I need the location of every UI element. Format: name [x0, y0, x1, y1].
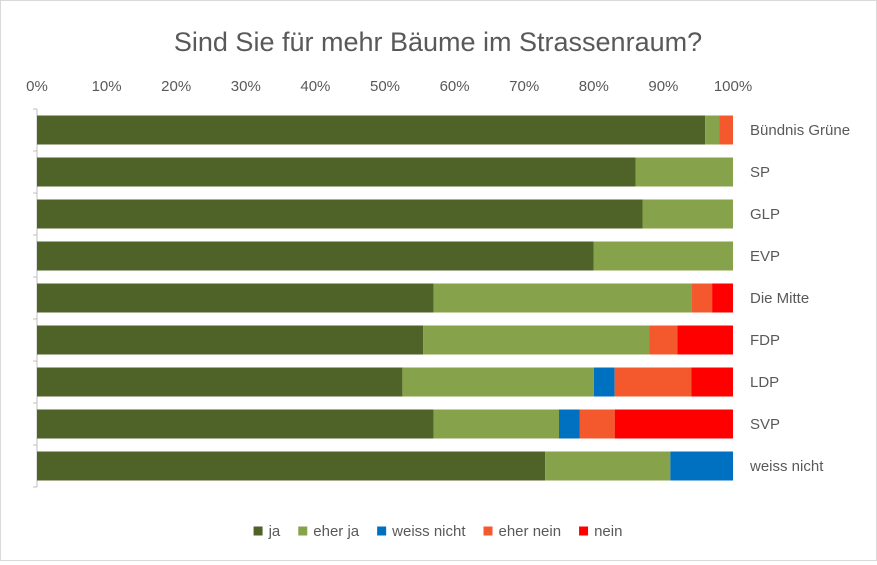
legend-swatch	[377, 526, 387, 536]
bar-segment	[433, 283, 692, 313]
legend: ja eher ja weiss nicht eher nein nein	[253, 523, 622, 540]
bar-segment	[545, 451, 671, 481]
legend-label: eher nein	[499, 523, 562, 540]
category-label: LDP	[750, 374, 779, 391]
x-tick-label: 80%	[579, 78, 609, 95]
bar-segment	[719, 115, 733, 145]
category-label: SVP	[750, 416, 780, 433]
x-tick-label: 90%	[648, 78, 678, 95]
category-label: weiss nicht	[749, 458, 824, 475]
bar-segment	[691, 283, 713, 313]
category-label: Die Mitte	[750, 290, 809, 307]
legend-label: weiss nicht	[391, 523, 466, 540]
bar-segment	[593, 241, 733, 271]
bar-segment	[614, 409, 733, 439]
bar-segment	[433, 409, 559, 439]
bar-segment	[642, 199, 733, 229]
x-tick-label: 0%	[26, 78, 48, 95]
bar-segment	[670, 451, 733, 481]
x-axis-tick-labels: 0% 10% 20% 30% 40% 50% 60% 70% 80% 90% 100%	[26, 78, 752, 95]
category-label: Bündnis Grüne	[750, 122, 850, 139]
bar-segment	[705, 115, 720, 145]
bar-segment	[579, 409, 615, 439]
legend-label: nein	[594, 523, 622, 540]
legend-swatch	[483, 526, 493, 536]
legend-swatch	[298, 526, 308, 536]
bar-segment	[37, 325, 424, 355]
bar-segments	[37, 115, 733, 481]
x-tick-label: 50%	[370, 78, 400, 95]
legend-label: eher ja	[313, 523, 360, 540]
category-label: FDP	[750, 332, 780, 349]
bar-segment	[37, 199, 643, 229]
x-tick-label: 30%	[231, 78, 261, 95]
bar-segment	[37, 367, 403, 397]
category-label: SP	[750, 164, 770, 181]
x-tick-label: 70%	[509, 78, 539, 95]
category-label: EVP	[750, 248, 780, 265]
bar-segment	[691, 367, 733, 397]
category-label: GLP	[750, 206, 780, 223]
bar-segment	[37, 157, 636, 187]
bar-segment	[635, 157, 733, 187]
bar-segment	[37, 409, 434, 439]
category-axis	[33, 108, 38, 488]
x-tick-label: 20%	[161, 78, 191, 95]
bar-segment	[37, 283, 434, 313]
x-tick-label: 60%	[440, 78, 470, 95]
legend-swatch	[253, 526, 263, 536]
bar-segment	[593, 367, 615, 397]
chart-title: Sind Sie für mehr Bäume im Strassenraum?	[174, 27, 702, 57]
category-labels: Bündnis Grüne SP GLP EVP Die Mitte FDP LDP SVP w…	[749, 122, 850, 475]
bar-segment	[423, 325, 650, 355]
bar-segment	[649, 325, 678, 355]
bar-segment	[677, 325, 733, 355]
legend-label: ja	[268, 523, 281, 540]
bar-segment	[37, 241, 594, 271]
bar-segment	[559, 409, 580, 439]
x-tick-label: 40%	[300, 78, 330, 95]
x-tick-label: 10%	[92, 78, 122, 95]
legend-swatch	[579, 526, 589, 536]
bar-segment	[712, 283, 733, 313]
x-tick-label: 100%	[714, 78, 752, 95]
bar-segment	[402, 367, 594, 397]
bar-segment	[614, 367, 692, 397]
bar-segment	[37, 115, 706, 145]
bar-segment	[37, 451, 546, 481]
